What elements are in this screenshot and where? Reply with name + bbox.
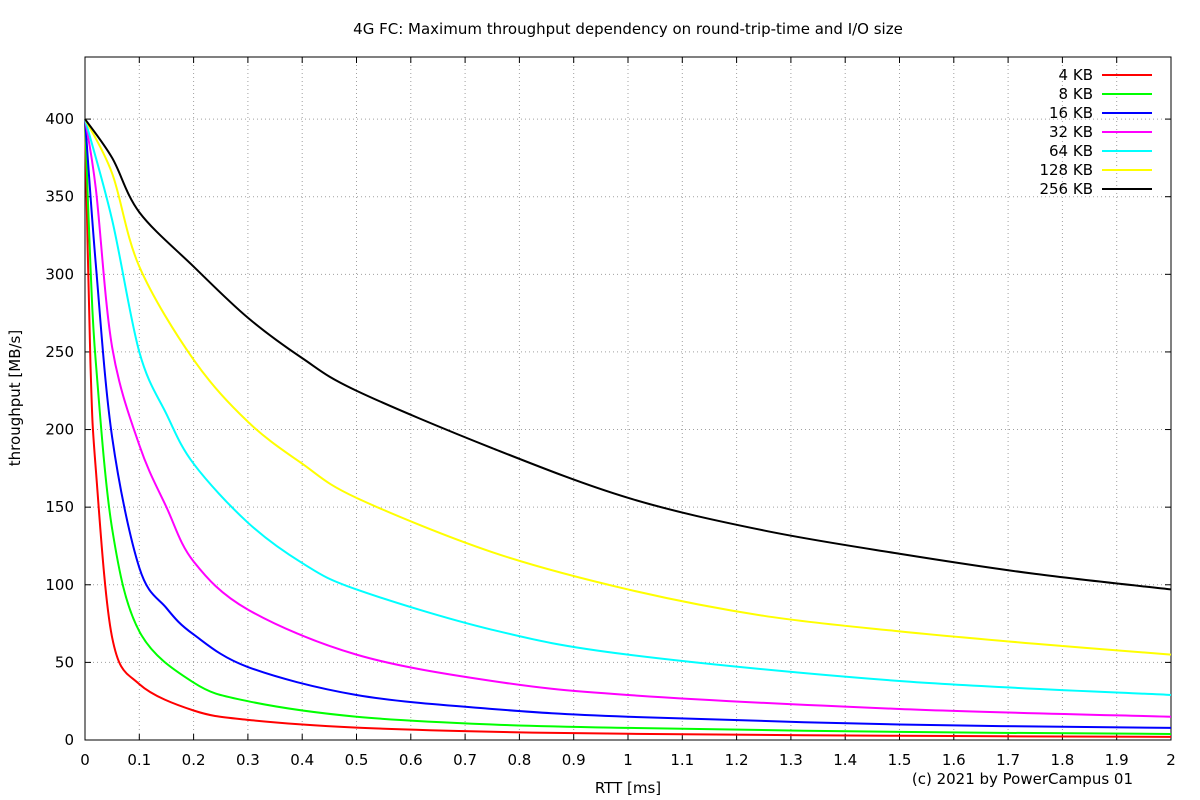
x-tick-label: 0.5: [345, 751, 369, 769]
legend-label-64-kb: 64 KB: [1049, 142, 1093, 160]
x-tick-label: 1.5: [888, 751, 912, 769]
legend-label-8-kb: 8 KB: [1059, 85, 1093, 103]
y-tick-label: 200: [45, 421, 74, 439]
y-axis-label: throughput [MB/s]: [6, 330, 24, 466]
y-tick-label: 300: [45, 265, 74, 283]
y-tick-label: 50: [55, 653, 74, 671]
x-tick-label: 0.1: [127, 751, 151, 769]
series-line-64-kb: [84, 118, 1172, 696]
x-tick-label: 1.8: [1050, 751, 1074, 769]
legend-label-128-kb: 128 KB: [1039, 161, 1093, 179]
series-lines: [84, 118, 1172, 738]
y-tick-labels: 0 50 100 150 200 250 300 350 400: [45, 110, 74, 749]
x-tick-label: 1.4: [833, 751, 857, 769]
x-tick-label: 0.2: [182, 751, 206, 769]
series-line-4-kb: [84, 119, 1172, 738]
x-tick-label: 1.9: [1105, 751, 1129, 769]
plot-frame: [84, 56, 1172, 741]
x-tick-label: 0.4: [290, 751, 314, 769]
legend-label-256-kb: 256 KB: [1039, 180, 1093, 198]
copyright-footer: (c) 2021 by PowerCampus 01: [912, 770, 1133, 788]
y-tick-label: 100: [45, 576, 74, 594]
series-line-128-kb: [84, 118, 1172, 656]
chart-title: 4G FC: Maximum throughput dependency on …: [353, 20, 903, 38]
x-tick-label: 0.3: [236, 751, 260, 769]
legend-label-16-kb: 16 KB: [1049, 104, 1093, 122]
y-tick-label: 400: [45, 110, 74, 128]
series-line-256-kb: [84, 118, 1172, 591]
y-tick-label: 350: [45, 188, 74, 206]
x-tick-label: 1.7: [996, 751, 1020, 769]
legend-label-4-kb: 4 KB: [1059, 66, 1093, 84]
x-tick-label: 0.8: [507, 751, 531, 769]
x-axis-label: RTT [ms]: [595, 779, 661, 797]
x-tick-label: 1.1: [670, 751, 694, 769]
x-tick-label: 1.3: [779, 751, 803, 769]
x-tick-labels: 0 0.1 0.2 0.3 0.4 0.5 0.6 0.7 0.8 0.9 1 1.1 1.2 1.3 1.…: [80, 751, 1176, 769]
x-tick-label: 0.7: [453, 751, 477, 769]
y-tick-label: 250: [45, 343, 74, 361]
series-line-16-kb: [84, 119, 1172, 729]
x-tick-label: 2: [1166, 751, 1176, 769]
x-tick-label: 1.2: [725, 751, 749, 769]
x-tick-label: 1: [623, 751, 633, 769]
x-tick-label: 1.6: [942, 751, 966, 769]
legend-label-32-kb: 32 KB: [1049, 123, 1093, 141]
y-tick-label: 150: [45, 498, 74, 516]
x-tick-label: 0.9: [562, 751, 586, 769]
series-line-8-kb: [84, 119, 1172, 735]
x-tick-label: 0.6: [399, 751, 423, 769]
x-tick-label: 0: [80, 751, 90, 769]
series-line-32-kb: [84, 118, 1172, 718]
y-tick-label: 0: [64, 731, 74, 749]
grid-lines: [85, 57, 1171, 740]
